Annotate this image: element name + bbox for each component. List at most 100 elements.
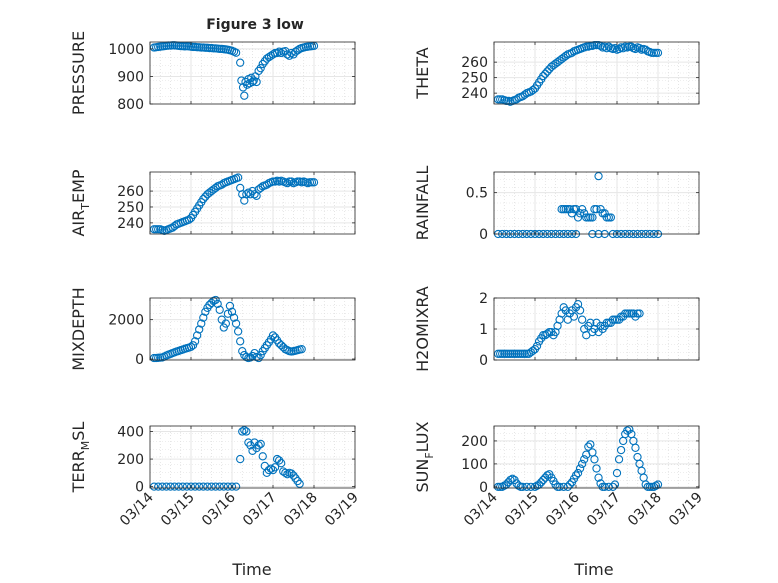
data-point <box>635 44 644 53</box>
data-point <box>225 301 235 311</box>
data-point <box>563 482 572 492</box>
y-axis-label-main: SUN <box>413 459 432 493</box>
data-point <box>627 42 636 51</box>
data-point <box>219 482 228 491</box>
axes-box <box>149 171 356 235</box>
data-point <box>571 471 581 480</box>
data-point <box>233 327 243 336</box>
data-point <box>240 91 249 100</box>
data-point <box>154 482 163 491</box>
data-point <box>287 469 296 478</box>
data-point <box>586 440 595 449</box>
data-point <box>229 313 239 322</box>
data-point <box>238 83 248 92</box>
subplot-1: 800 900 1000 PRESSURE <box>69 31 356 115</box>
data-point <box>211 295 220 305</box>
data-point <box>588 448 597 457</box>
data-point <box>625 425 634 434</box>
data-point <box>565 205 574 214</box>
data-point <box>201 307 210 316</box>
data-point <box>272 48 282 58</box>
data-point <box>231 482 241 491</box>
data-point <box>188 341 198 350</box>
data-point <box>250 348 259 358</box>
axes-box <box>493 41 700 105</box>
y-axis-label-main: TERR <box>69 450 88 493</box>
data-point <box>508 474 517 483</box>
data-point <box>528 346 538 355</box>
y-tick-label: 800 <box>117 97 144 113</box>
y-axis-label: AIRTEMP <box>69 169 92 236</box>
data-point <box>192 331 202 340</box>
data-point <box>532 341 542 351</box>
y-axis-label: THETA <box>413 47 432 99</box>
data-point <box>281 468 290 477</box>
x-axis-label-right: Time <box>573 560 613 579</box>
data-point <box>575 209 585 218</box>
data-point <box>197 319 206 328</box>
y-axis-label-main: MIXDEPTH <box>69 287 88 370</box>
data-point <box>236 454 245 464</box>
data-point <box>256 350 265 360</box>
data-point <box>588 213 597 222</box>
data-point <box>182 482 192 491</box>
data-point <box>283 178 292 188</box>
data-point <box>539 71 548 81</box>
data-point <box>268 465 278 475</box>
y-axis-label: TERRMSL <box>69 422 92 494</box>
data-point <box>283 470 292 479</box>
data-point <box>539 475 548 485</box>
x-tick-label: 03/15 <box>158 490 198 530</box>
y-tick-label: 2000 <box>108 313 144 329</box>
data-point <box>602 44 611 53</box>
data-point <box>246 353 255 362</box>
y-tick-label: 240 <box>461 86 488 102</box>
data-point <box>584 442 593 451</box>
x-tick-label: 03/18 <box>281 490 321 530</box>
data-point <box>604 42 613 51</box>
data-point <box>592 205 601 214</box>
data-point <box>262 54 271 63</box>
y-axis-label-tail: LUX <box>413 421 432 452</box>
data-point <box>174 482 183 491</box>
data-point <box>238 346 247 356</box>
data-point <box>256 64 265 73</box>
y-tick-label: 400 <box>117 425 144 441</box>
data-point <box>247 73 256 82</box>
data-point <box>291 47 300 56</box>
data-point <box>606 213 615 222</box>
y-tick-label: 200 <box>461 434 488 450</box>
data-point <box>231 319 241 328</box>
data-point <box>166 482 175 491</box>
data-point <box>236 337 245 346</box>
y-axis-label: RAINFALL <box>413 166 432 241</box>
data-point <box>526 482 536 492</box>
data-point <box>610 44 620 53</box>
data-point <box>506 475 515 485</box>
y-axis-label-subscript: T <box>79 203 92 211</box>
data-point <box>619 44 628 53</box>
data-point <box>285 51 294 60</box>
subplot-5: 0 2000 MIXDEPTH <box>69 287 356 371</box>
data-point <box>594 171 603 181</box>
subplot-6: 0 1 2 H2OMIXRA <box>413 286 700 372</box>
data-point <box>252 77 261 87</box>
y-tick-label: 0 <box>135 352 144 368</box>
data-point <box>178 482 187 491</box>
y-tick-label: 240 <box>117 216 144 232</box>
data-point <box>244 438 253 447</box>
data-point <box>170 482 179 491</box>
data-point <box>573 213 583 222</box>
y-tick-label: 0 <box>479 353 488 369</box>
y-tick-label: 0 <box>479 227 488 243</box>
data-point <box>242 427 251 436</box>
data-point <box>543 329 552 338</box>
y-axis-label-main: THETA <box>413 47 432 99</box>
data-point <box>631 443 640 452</box>
data-point <box>528 85 538 95</box>
data-point <box>233 173 243 182</box>
x-tick-label: 03/17 <box>240 490 280 530</box>
